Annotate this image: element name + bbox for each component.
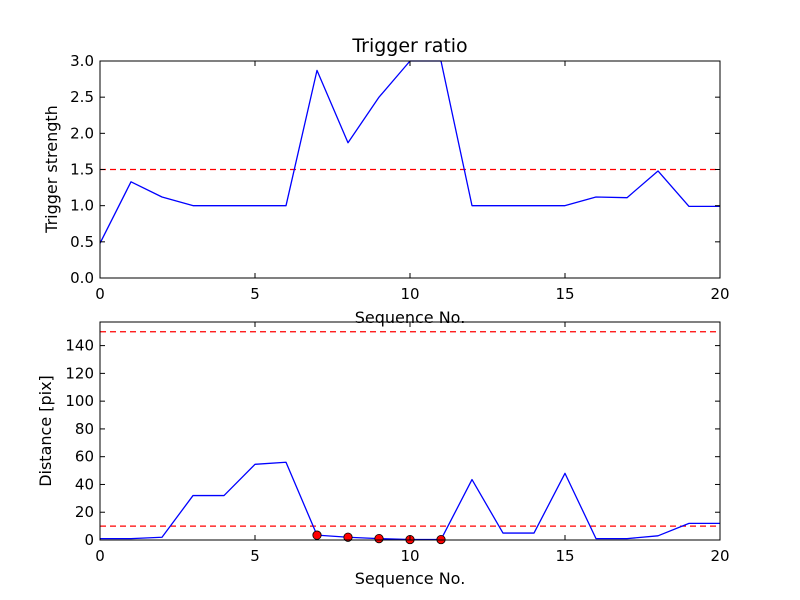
y-tick-label: 0.0 xyxy=(70,269,94,287)
data-point-marker xyxy=(343,532,353,542)
y-tick-label: 3.0 xyxy=(70,52,94,70)
y-tick-label: 140 xyxy=(65,337,94,355)
y-axis-label: Trigger strength xyxy=(42,105,61,234)
data-point-marker xyxy=(374,534,384,544)
y-tick-label: 0.5 xyxy=(70,233,94,251)
data-point-marker xyxy=(312,530,322,540)
x-tick-label: 5 xyxy=(250,547,260,565)
axes-frame xyxy=(99,321,721,541)
x-tick-label: 20 xyxy=(710,547,729,565)
y-tick-label: 120 xyxy=(65,364,94,382)
x-tick-label: 10 xyxy=(400,547,419,565)
y-tick-label: 1.5 xyxy=(70,161,94,179)
y-tick-label: 20 xyxy=(75,503,94,521)
x-tick-label: 20 xyxy=(710,285,729,303)
y-tick-label: 100 xyxy=(65,392,94,410)
plot-title: Trigger ratio xyxy=(351,35,467,57)
y-tick-label: 0 xyxy=(84,531,94,549)
x-tick-label: 0 xyxy=(95,547,105,565)
y-tick-label: 1.0 xyxy=(70,197,94,215)
x-tick-label: 15 xyxy=(555,547,574,565)
y-tick-label: 2.5 xyxy=(70,88,94,106)
x-tick-label: 5 xyxy=(250,285,260,303)
y-axis-label: Distance [pix] xyxy=(36,375,55,487)
y-tick-label: 60 xyxy=(75,448,94,466)
series-line xyxy=(100,461,720,541)
series-line xyxy=(99,60,720,244)
x-tick-label: 0 xyxy=(95,285,105,303)
distance-plot: Sequence No. Distance [pix] 0 5 10 15 20 0 20 4… xyxy=(36,321,730,588)
y-tick-label: 2.0 xyxy=(70,124,94,142)
y-tick-label: 80 xyxy=(75,420,94,438)
x-tick-label: 15 xyxy=(555,285,574,303)
x-axis-label: Sequence No. xyxy=(355,569,466,588)
x-tick-label: 10 xyxy=(400,285,419,303)
y-tick-label: 40 xyxy=(75,475,94,493)
trigger-ratio-plot: Trigger ratio Sequence No. Trigger stren… xyxy=(42,35,730,327)
